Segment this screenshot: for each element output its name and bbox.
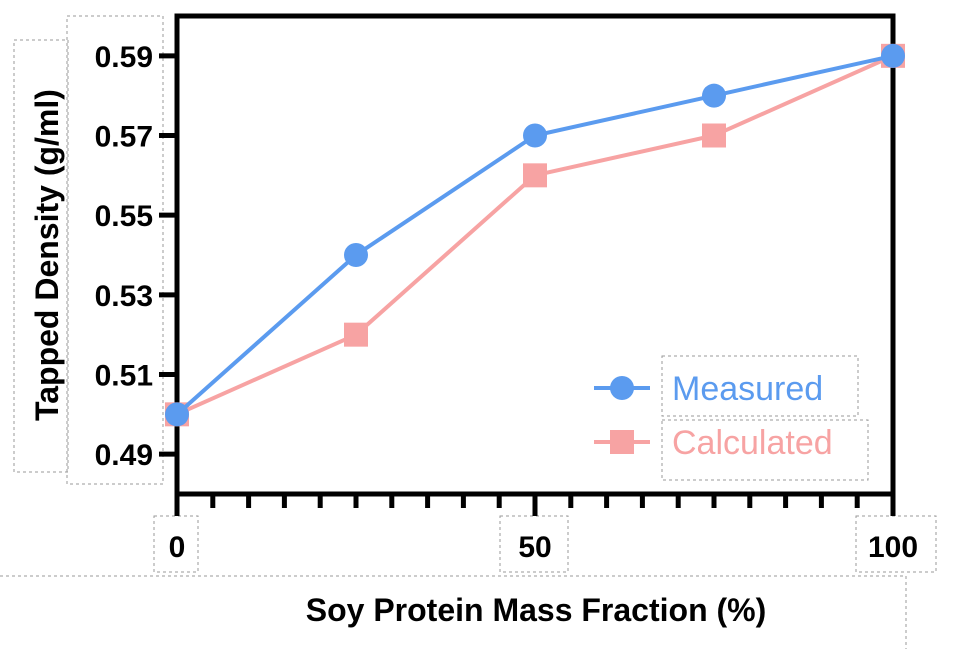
y-axis: 0.49 0.51 0.53 0.55 0.57 0.59 [95, 41, 177, 472]
x-tick-label: 50 [518, 531, 551, 564]
y-tick-label: 0.51 [95, 360, 153, 393]
x-axis-title: Soy Protein Mass Fraction (%) [306, 592, 767, 628]
legend-item: Measured [594, 370, 823, 408]
data-point [702, 123, 726, 148]
data-point [702, 83, 726, 108]
series-calculated [165, 43, 905, 427]
series-layer [165, 43, 905, 427]
legend-label: Calculated [672, 424, 833, 462]
data-point [523, 163, 547, 188]
x-tick-label: 0 [169, 531, 186, 564]
data-point [881, 43, 905, 68]
x-tick-label: 100 [868, 531, 918, 564]
y-axis-title: Tapped Density (g/ml) [29, 89, 65, 421]
y-tick-label: 0.57 [95, 121, 153, 154]
series-line [176, 54, 894, 417]
plot-frame [174, 13, 896, 497]
y-tick-label: 0.49 [95, 439, 153, 472]
y-tick-label: 0.55 [95, 200, 153, 233]
data-point [165, 402, 189, 427]
data-point [344, 243, 368, 267]
legend-marker [610, 430, 634, 454]
series-line [175, 53, 894, 416]
legend: Measured Calculated [594, 370, 833, 462]
legend-label: Measured [672, 370, 823, 408]
y-tick-label: 0.53 [95, 280, 153, 313]
series-measured [165, 43, 905, 427]
x-axis: 0 50 100 [169, 494, 918, 564]
data-point [344, 322, 368, 347]
data-point [523, 123, 547, 148]
label-guide-boxes [0, 15, 937, 649]
legend-item: Calculated [594, 424, 833, 462]
y-tick-label: 0.59 [95, 41, 153, 74]
legend-marker [610, 376, 634, 400]
